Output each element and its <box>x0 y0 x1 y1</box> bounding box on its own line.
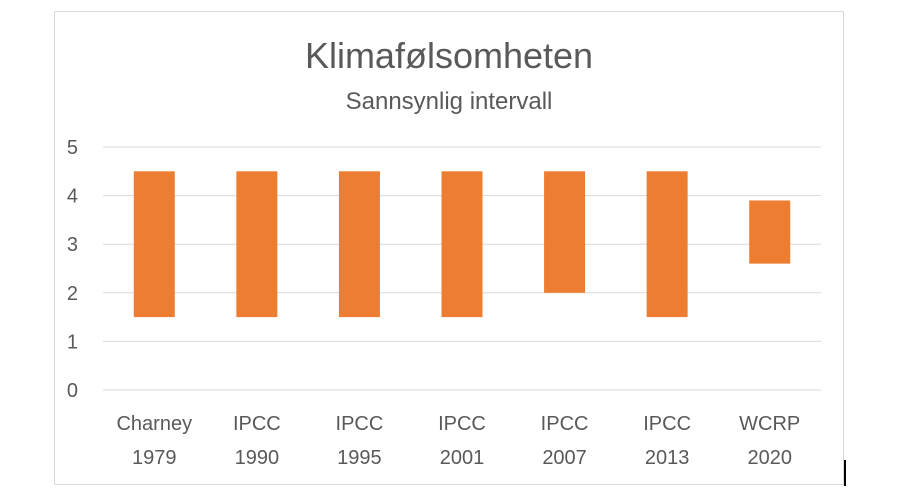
range-bar <box>646 171 688 318</box>
y-tick-label: 5 <box>67 137 78 159</box>
x-category-label: IPCC <box>233 413 281 435</box>
range-bar <box>544 171 586 293</box>
x-category-label: 2013 <box>645 447 690 469</box>
x-category-label: 1979 <box>132 447 177 469</box>
x-category-label: 1990 <box>235 447 280 469</box>
x-category-label: IPCC <box>643 413 691 435</box>
range-bar <box>441 171 483 318</box>
range-bar <box>749 200 791 264</box>
range-bar <box>133 171 175 318</box>
y-tick-label: 4 <box>67 186 78 208</box>
x-category-label: WCRP <box>739 413 800 435</box>
frame-edge-mark <box>844 460 846 486</box>
y-axis-ticks: 0 1 2 3 4 5 <box>67 137 78 402</box>
y-tick-label: 1 <box>67 331 78 353</box>
x-category-label: Charney <box>116 413 192 435</box>
x-category-label: IPCC <box>336 413 384 435</box>
range-bar <box>236 171 278 318</box>
x-axis-categories: Charney 1979 IPCC 1990 IPCC 1995 IPCC 2001 IPCC 2… <box>116 413 800 469</box>
y-tick-label: 3 <box>67 234 78 256</box>
chart-subtitle: Sannsynlig intervall <box>346 88 553 115</box>
range-bars <box>133 171 791 318</box>
x-category-label: 2020 <box>747 447 792 469</box>
x-category-label: 2007 <box>542 447 587 469</box>
x-category-label: 1995 <box>337 447 382 469</box>
y-tick-label: 0 <box>67 380 78 402</box>
y-tick-label: 2 <box>67 283 78 305</box>
x-category-label: 2001 <box>440 447 485 469</box>
x-category-label: IPCC <box>541 413 589 435</box>
chart-title: Klimafølsomheten <box>305 35 593 76</box>
range-bar <box>338 171 380 318</box>
x-category-label: IPCC <box>438 413 486 435</box>
